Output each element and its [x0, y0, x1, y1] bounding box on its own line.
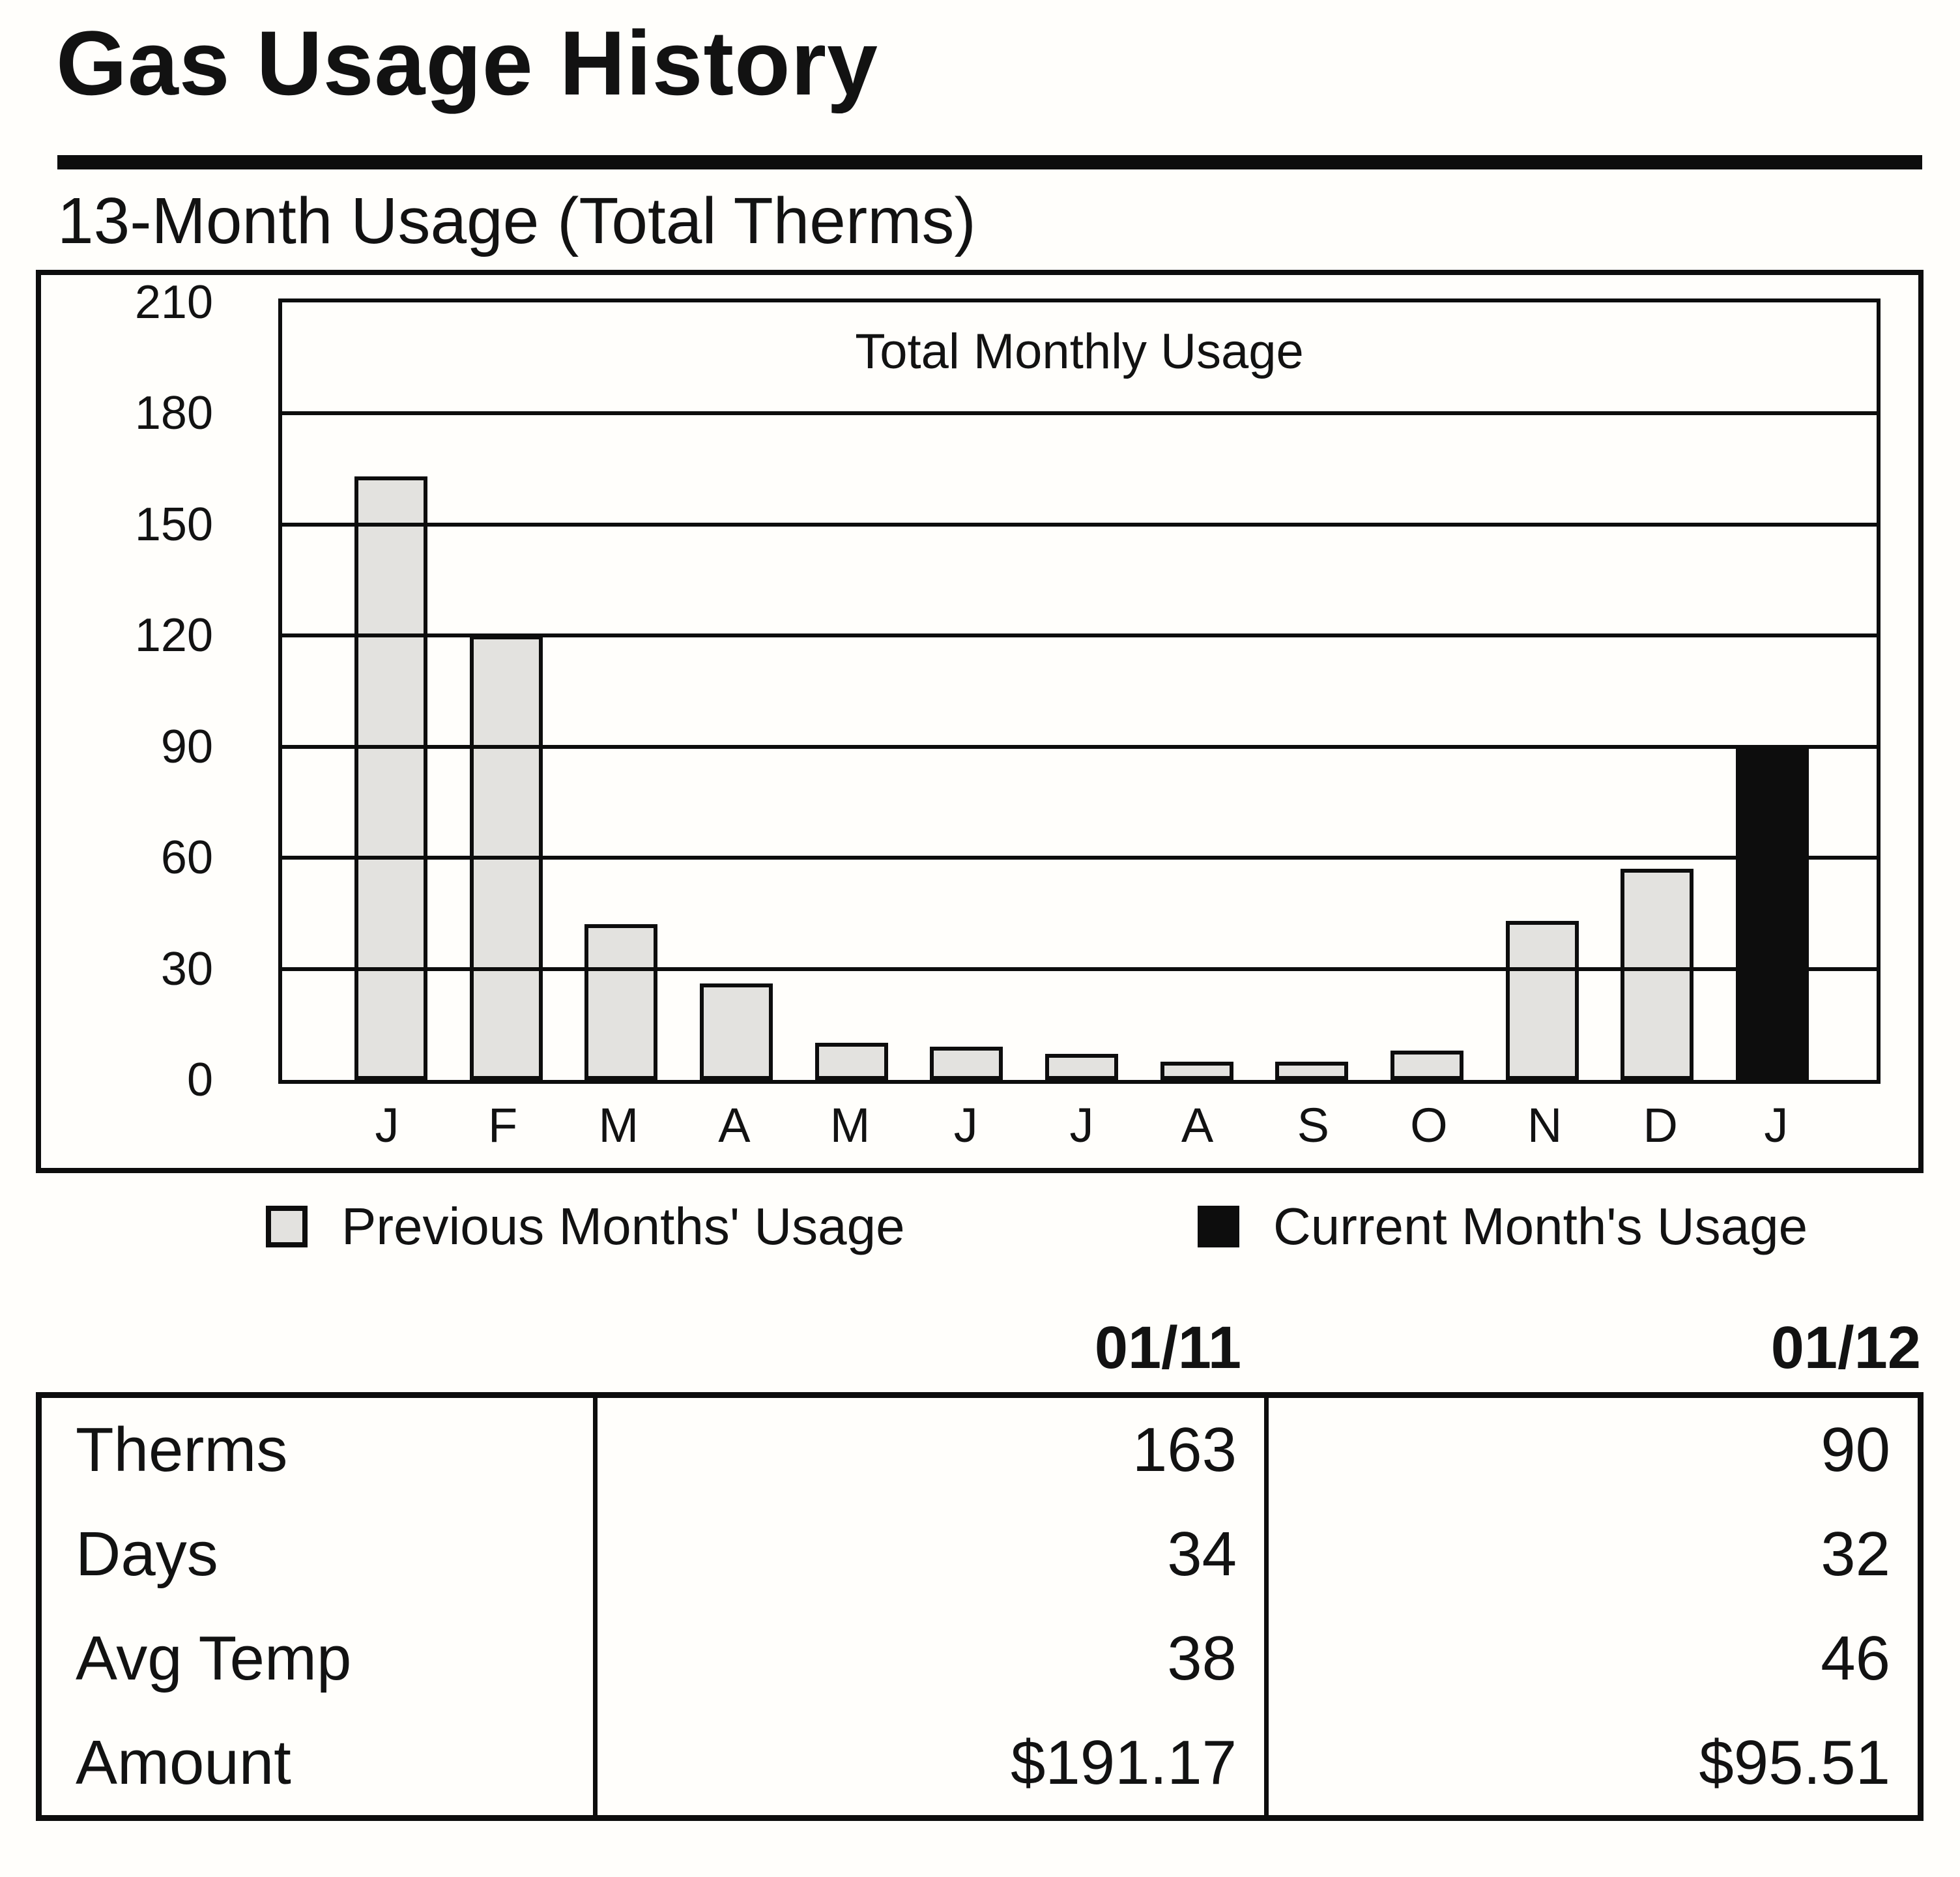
month-label-5-J: J	[953, 1098, 978, 1152]
usage-table: Therms 163 90 Days 34 32 Avg Temp 38 46 …	[36, 1392, 1924, 1821]
month-label-7-A: A	[1181, 1098, 1214, 1152]
row-value-prev: $191.17	[1010, 1728, 1237, 1797]
y-tick-label-30: 30	[160, 942, 213, 995]
usage-chart: 210 180 150 120 90 60 30 0 Total Monthly Usage …	[36, 270, 1924, 1173]
y-tick-label-90: 90	[160, 720, 213, 773]
legend-label-current: Current Month's Usage	[1273, 1197, 1808, 1255]
page-title: Gas Usage History	[56, 12, 878, 114]
y-axis: 210 180 150 120 90 60 30 0	[41, 276, 278, 1106]
section-subtitle: 13-Month Usage (Total Therms)	[57, 184, 976, 257]
gridline-180	[282, 411, 1877, 416]
table-row: Days 34 32	[42, 1502, 1918, 1607]
table-row: Amount $191.17 $95.51	[42, 1711, 1918, 1815]
row-label: Therms	[76, 1415, 288, 1485]
table-divider-1	[593, 1398, 598, 1815]
month-label-1-F: F	[488, 1098, 518, 1152]
row-value-curr: 46	[1821, 1623, 1890, 1693]
y-tick-label-120: 120	[134, 609, 213, 662]
row-value-curr: $95.51	[1699, 1728, 1890, 1797]
gridline-90	[282, 744, 1877, 749]
row-label: Days	[76, 1519, 218, 1589]
month-label-4-M: M	[829, 1098, 871, 1152]
y-tick-label-210: 210	[134, 276, 213, 328]
row-value-prev: 38	[1167, 1623, 1237, 1693]
current-usage-swatch-icon	[1198, 1206, 1239, 1247]
legend-item-previous: Previous Months' Usage	[266, 1197, 905, 1257]
bar-11-D-57	[1621, 869, 1694, 1080]
gridline-150	[282, 522, 1877, 527]
table-row: Avg Temp 38 46	[42, 1607, 1918, 1711]
table-row: Therms 163 90	[42, 1398, 1918, 1502]
row-value-prev: 34	[1167, 1519, 1237, 1589]
month-label-3-A: A	[718, 1098, 751, 1152]
month-label-9-O: O	[1410, 1098, 1448, 1152]
title-rule	[57, 155, 1922, 169]
plot-area: Total Monthly Usage	[278, 298, 1881, 1084]
month-label-10-N: N	[1527, 1098, 1563, 1152]
row-value-prev: 163	[1132, 1415, 1237, 1485]
month-label-2-M: M	[598, 1098, 639, 1152]
bars	[282, 302, 1877, 1080]
gridline-30	[282, 967, 1877, 971]
y-tick-label-180: 180	[134, 387, 213, 440]
bar-7-A-5	[1160, 1061, 1233, 1080]
month-label-8-S: S	[1297, 1098, 1329, 1152]
bar-4-M-10	[814, 1043, 888, 1080]
row-label: Avg Temp	[76, 1623, 352, 1693]
bar-6-J-7	[1045, 1054, 1118, 1080]
col-header-prev-period: 01/11	[1094, 1315, 1241, 1381]
table-divider-2	[1264, 1398, 1269, 1815]
y-tick-label-150: 150	[134, 498, 213, 551]
chart-title: Total Monthly Usage	[855, 324, 1304, 379]
y-tick-label-0: 0	[186, 1054, 213, 1106]
bar-12-J-90	[1735, 746, 1809, 1080]
month-label-0-J: J	[375, 1098, 399, 1152]
row-value-curr: 32	[1821, 1519, 1890, 1589]
previous-usage-swatch-icon	[266, 1206, 308, 1247]
bar-9-O-8	[1390, 1050, 1463, 1080]
gridline-60	[282, 856, 1877, 860]
bar-10-N-43	[1505, 920, 1579, 1080]
bar-5-J-9	[930, 1046, 1003, 1080]
legend-item-current: Current Month's Usage	[1198, 1197, 1808, 1257]
month-label-12-J: J	[1764, 1098, 1789, 1152]
bar-2-M-42	[584, 924, 658, 1080]
gridline-120	[282, 633, 1877, 638]
legend-label-previous: Previous Months' Usage	[341, 1197, 905, 1255]
row-label: Amount	[76, 1728, 291, 1797]
col-header-curr-period: 01/12	[1770, 1315, 1921, 1381]
bar-3-A-26	[699, 983, 773, 1080]
bar-0-J-163	[354, 476, 427, 1080]
row-value-curr: 90	[1821, 1415, 1890, 1485]
month-label-6-J: J	[1069, 1098, 1094, 1152]
bar-8-S-5	[1275, 1061, 1349, 1080]
y-tick-label-60: 60	[160, 832, 213, 884]
month-label-11-D: D	[1643, 1098, 1678, 1152]
